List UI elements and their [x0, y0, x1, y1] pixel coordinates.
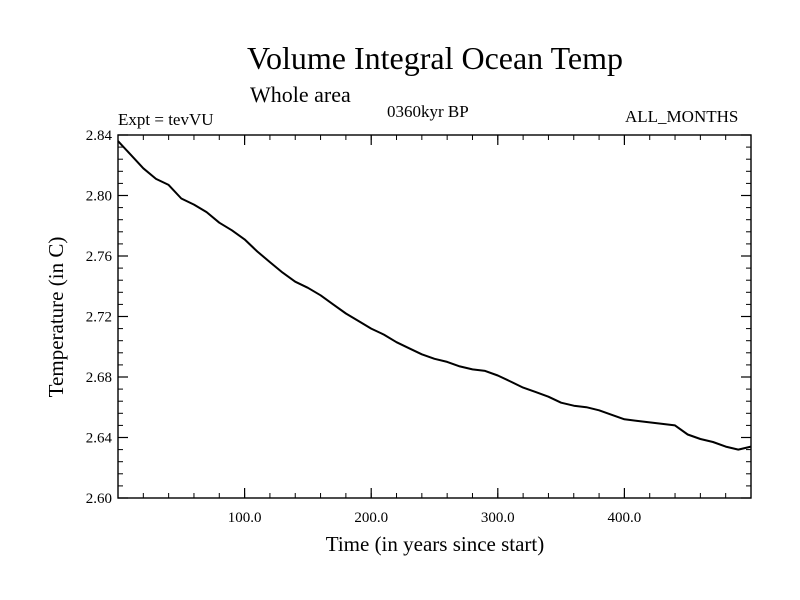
- x-tick-label: 400.0: [608, 510, 642, 526]
- axes: 100.0 200.0 300.0 400.0 2.60 2.64 2.68 2.72 2.76…: [86, 128, 752, 526]
- experiment-label: Expt = tevVU: [118, 110, 214, 129]
- chart-title: Volume Integral Ocean Temp: [246, 40, 623, 76]
- y-tick-label: 2.72: [86, 310, 112, 326]
- chart-subtitle: Whole area: [250, 82, 351, 107]
- series-group: [117, 140, 752, 451]
- x-axis-label: Time (in years since start): [326, 532, 545, 556]
- x-tick-label: 200.0: [354, 510, 388, 526]
- x-tick-label: 100.0: [228, 510, 262, 526]
- y-tick-label: 2.60: [86, 491, 112, 507]
- y-tick-label: 2.64: [86, 431, 113, 447]
- y-axis-label: Temperature (in C): [44, 237, 68, 398]
- months-label: ALL_MONTHS: [625, 107, 739, 126]
- y-tick-label: 2.80: [86, 189, 112, 205]
- plot-frame: [117, 134, 752, 499]
- era-label: 0360kyr BP: [387, 102, 469, 121]
- y-tick-label: 2.76: [86, 249, 113, 265]
- x-tick-label: 300.0: [481, 510, 515, 526]
- y-tick-label: 2.84: [86, 128, 113, 144]
- y-tick-label: 2.68: [86, 370, 112, 386]
- temperature-series-line: [117, 140, 752, 451]
